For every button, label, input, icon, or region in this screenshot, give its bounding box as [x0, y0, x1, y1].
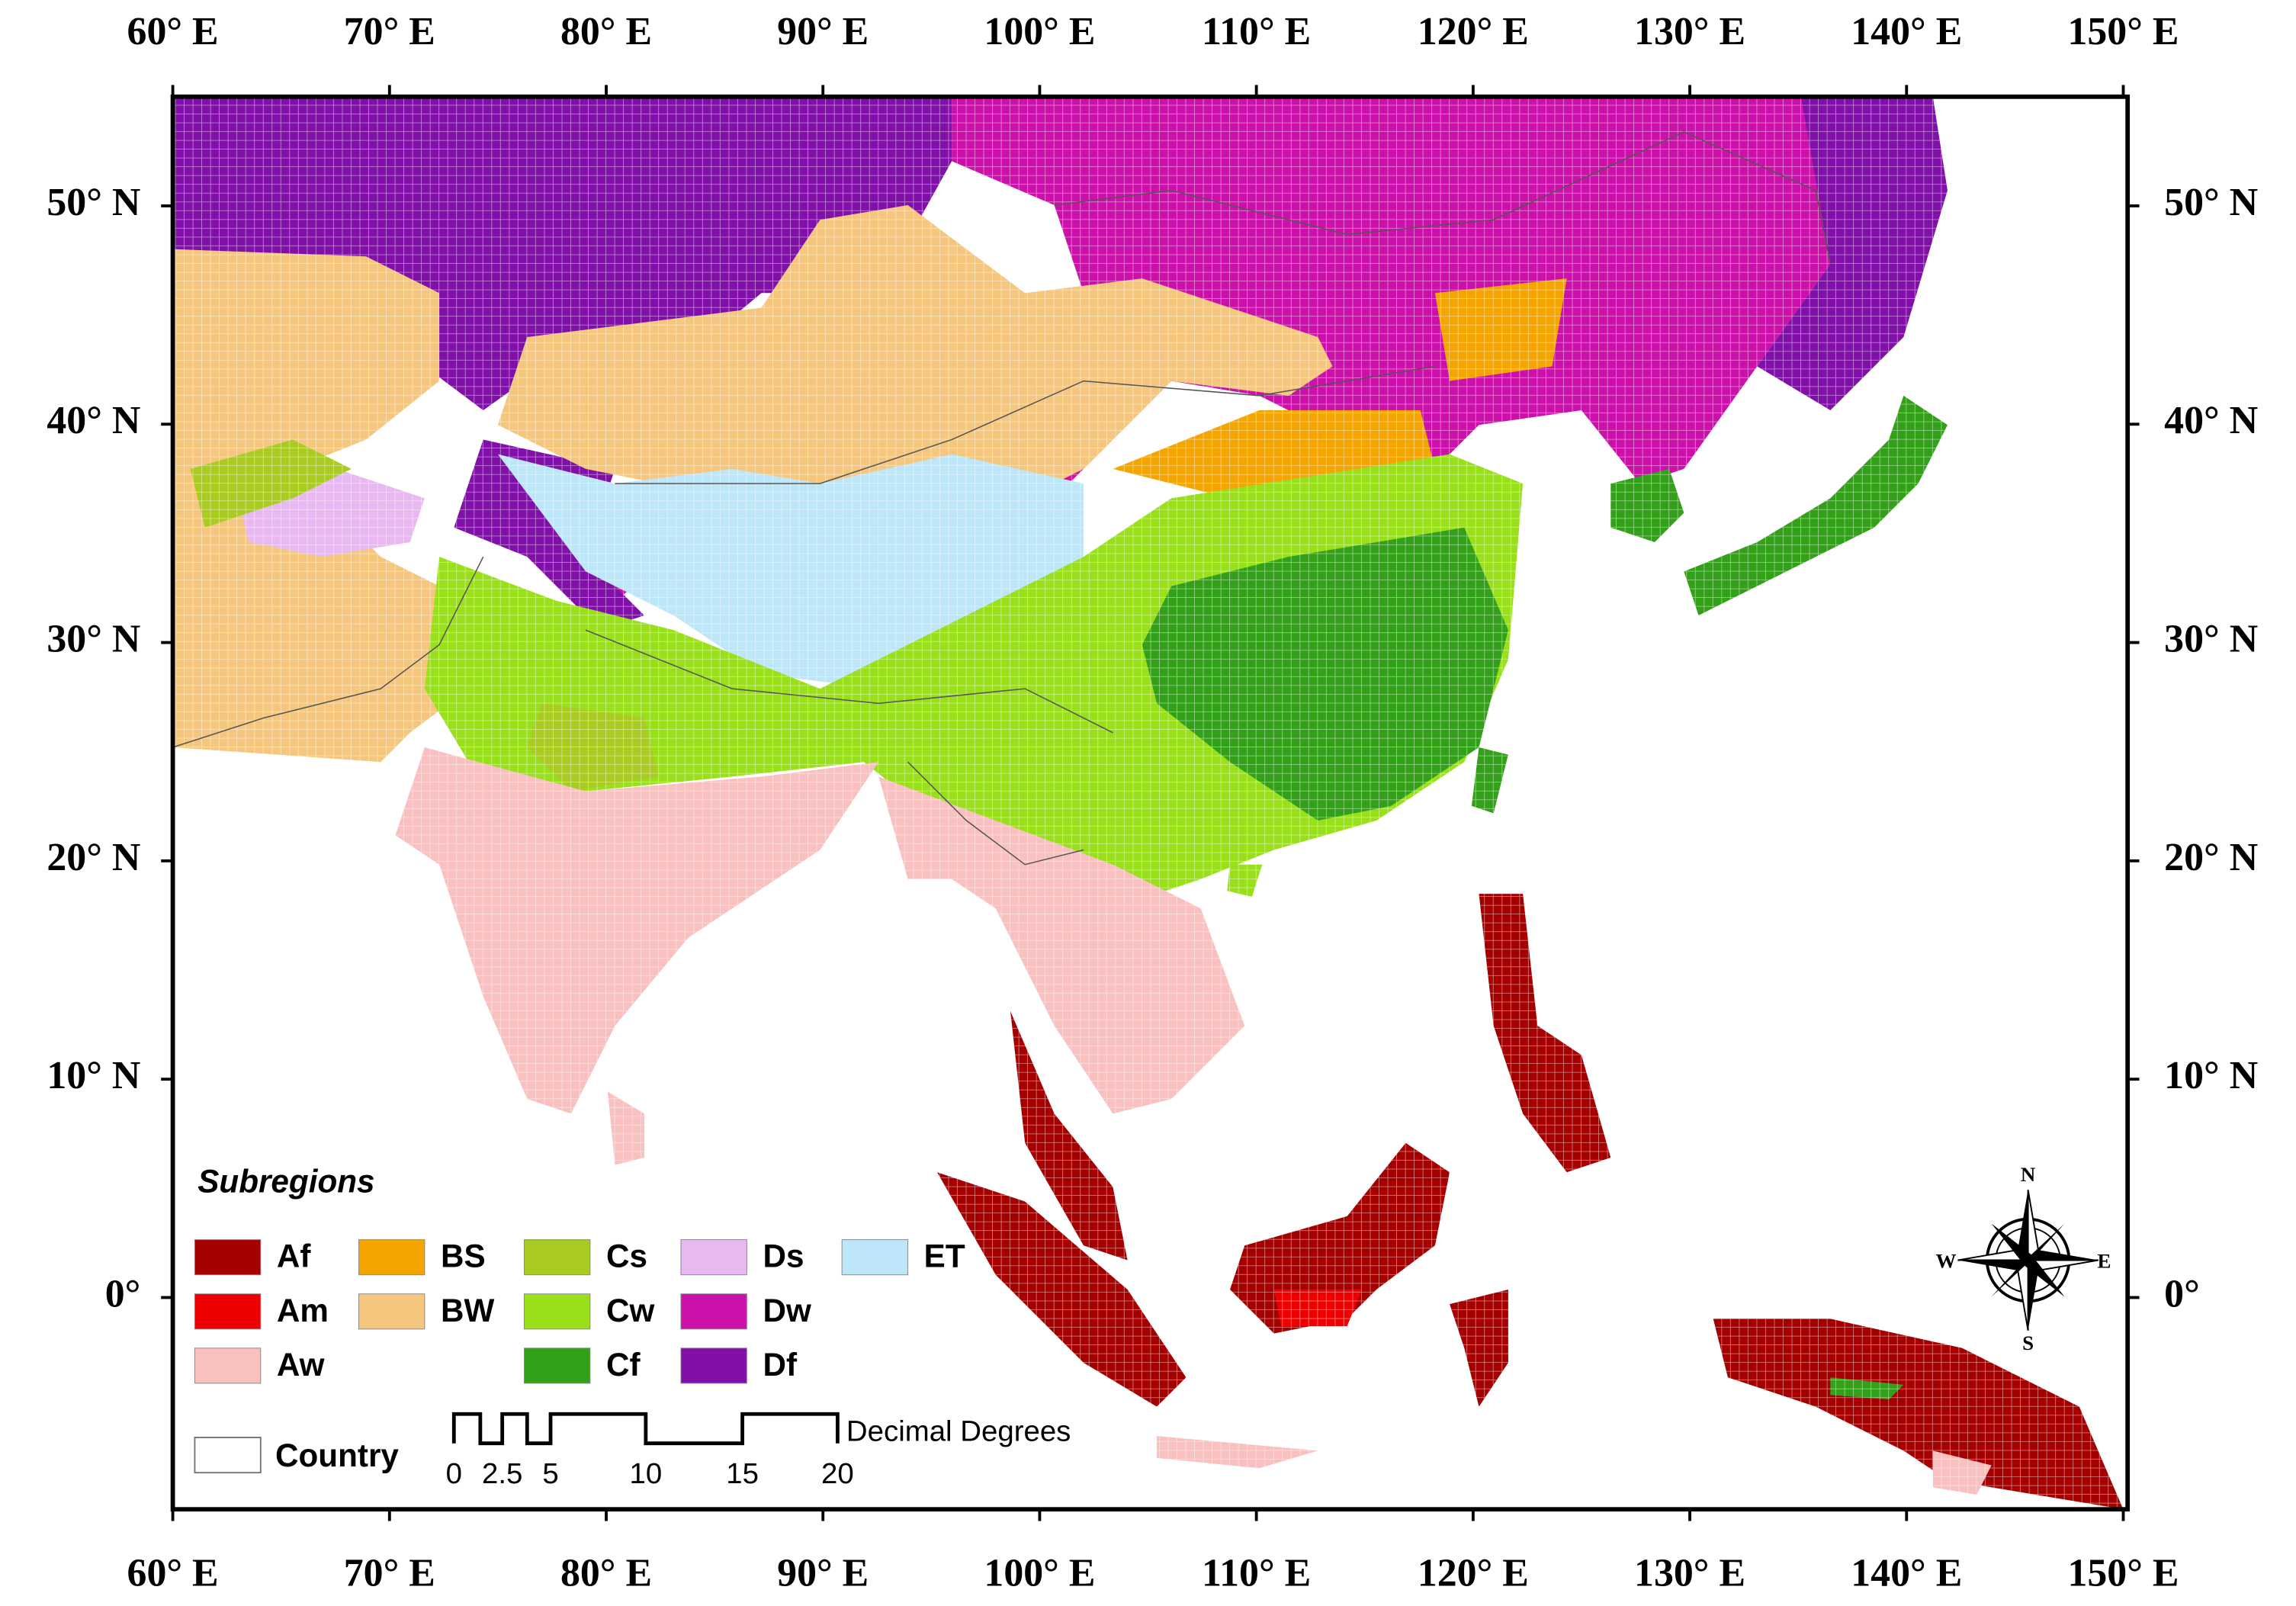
x-tick-label-top: 80° E	[560, 10, 652, 53]
legend-label: Df	[763, 1347, 797, 1383]
legend-label: BW	[441, 1293, 494, 1328]
legend-label: Ds	[763, 1238, 804, 1274]
scale-label: 2.5	[482, 1457, 522, 1490]
y-tick-label-left: 10° N	[47, 1054, 140, 1097]
legend-swatch	[680, 1293, 747, 1330]
country-label: Country	[275, 1437, 399, 1473]
x-tick-label-top: 70° E	[344, 10, 435, 53]
legend-label: ET	[924, 1238, 965, 1274]
legend-swatch	[358, 1293, 425, 1330]
x-tick-label-bottom: 150° E	[2067, 1551, 2179, 1595]
y-tick-label-right: 50° N	[2164, 181, 2258, 224]
x-tick-label-top: 150° E	[2067, 10, 2179, 53]
x-tick-label-top: 130° E	[1634, 10, 1745, 53]
x-tick-label-bottom: 100° E	[984, 1551, 1095, 1595]
scale-bar: Decimal Degrees 0 2.5 5 10 15 20	[446, 1412, 1071, 1490]
x-tick-label-bottom: 130° E	[1634, 1551, 1745, 1595]
compass-s: S	[2022, 1331, 2034, 1354]
y-tick-label-right: 40° N	[2164, 399, 2258, 442]
legend-label: Cs	[606, 1238, 647, 1274]
x-tick-label-top: 140° E	[1851, 10, 1962, 53]
legend-swatch	[841, 1239, 909, 1276]
x-tick-label-bottom: 120° E	[1418, 1551, 1529, 1595]
legend-swatch	[680, 1347, 747, 1384]
country-borders	[172, 131, 1832, 866]
y-tick-label-left: 20° N	[47, 836, 140, 879]
compass-w: W	[1936, 1250, 1957, 1273]
y-tick-label-right: 0°	[2164, 1272, 2200, 1315]
y-tick-label-left: 50° N	[47, 181, 140, 224]
x-tick-label-bottom: 90° E	[777, 1551, 869, 1595]
x-tick-label-bottom: 70° E	[344, 1551, 435, 1595]
legend-label: Af	[277, 1238, 311, 1274]
legend-swatch	[523, 1347, 591, 1384]
x-tick-label-bottom: 60° E	[127, 1551, 219, 1595]
x-tick-label-top: 100° E	[984, 10, 1095, 53]
compass-n: N	[2021, 1163, 2036, 1186]
x-tick-label-top: 120° E	[1418, 10, 1529, 53]
compass: N S E W	[1936, 1163, 2111, 1354]
legend-label: Cw	[606, 1293, 654, 1328]
x-tick-label-top: 90° E	[777, 10, 869, 53]
legend-title: Subregions	[197, 1164, 374, 1200]
scale-label: 20	[821, 1457, 854, 1490]
y-tick-label-right: 10° N	[2164, 1054, 2258, 1097]
legend-label: Cf	[606, 1347, 641, 1383]
legend: Subregions Country Af Am Aw BS BW Cs Cw Cf Ds Dw D…	[194, 1164, 965, 1474]
legend-label: Dw	[763, 1293, 811, 1328]
legend-label: Aw	[277, 1347, 325, 1383]
scale-unit: Decimal Degrees	[846, 1415, 1071, 1447]
legend-label: BS	[441, 1238, 486, 1274]
climate-regions	[172, 96, 2128, 1510]
x-tick-label-bottom: 80° E	[560, 1551, 652, 1595]
legend-swatch	[194, 1293, 262, 1330]
scale-label: 15	[726, 1457, 759, 1490]
legend-swatch	[358, 1239, 425, 1276]
compass-e: E	[2097, 1250, 2111, 1273]
y-tick-label-right: 30° N	[2164, 617, 2258, 660]
scale-label: 10	[629, 1457, 662, 1490]
x-tick-label-bottom: 110° E	[1202, 1551, 1311, 1595]
scale-label: 5	[542, 1457, 558, 1490]
legend-label: Am	[277, 1293, 329, 1328]
y-tick-label-left: 40° N	[47, 399, 140, 442]
x-tick-label-bottom: 140° E	[1851, 1551, 1962, 1595]
legend-swatch	[523, 1239, 591, 1276]
map-frame	[170, 94, 2131, 1512]
y-tick-label-left: 30° N	[47, 617, 140, 660]
axes: 60° E 60° E 70° E 70° E 80° E 80° E 90° E 90° E…	[47, 10, 2258, 1595]
legend-swatch	[194, 1347, 262, 1384]
y-tick-label-right: 20° N	[2164, 836, 2258, 879]
scale-label: 0	[446, 1457, 462, 1490]
legend-swatch	[523, 1293, 591, 1330]
legend-swatch	[680, 1239, 747, 1276]
legend-swatch	[194, 1239, 262, 1276]
x-tick-label-top: 110° E	[1202, 10, 1311, 53]
y-tick-label-left: 0°	[105, 1272, 141, 1315]
country-swatch	[194, 1437, 262, 1474]
x-tick-label-top: 60° E	[127, 10, 219, 53]
